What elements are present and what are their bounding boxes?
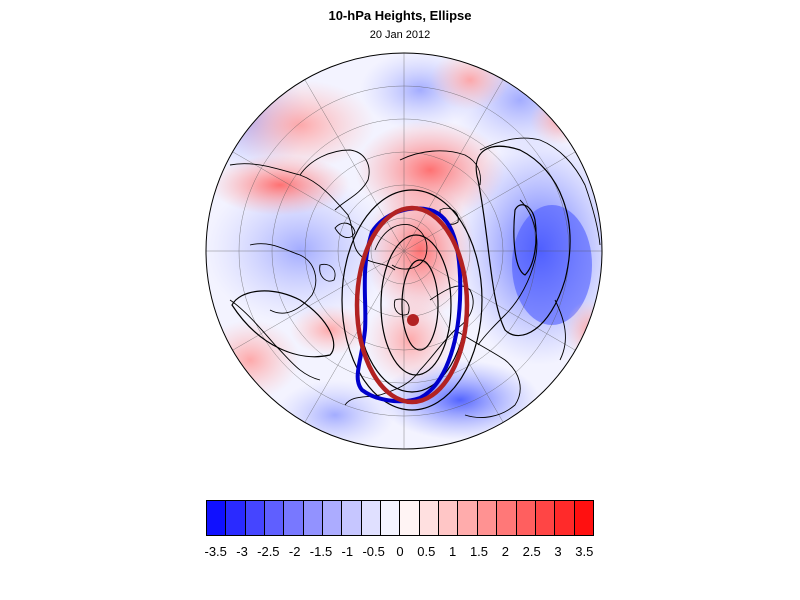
vortex-centroid	[407, 314, 419, 326]
colorbar-swatch	[342, 501, 362, 535]
colorbar-swatch	[439, 501, 459, 535]
colorbar-swatch	[419, 501, 440, 535]
colorbar-labels: -3.5 -3 -2.5 -2 -1.5 -1 -0.5 0 0.5 1 1.5 2 2.5 3 3.5	[0, 544, 800, 564]
colorbar-tick-label: -3.5	[204, 544, 227, 559]
colorbar-swatch	[497, 501, 517, 535]
colorbar-swatch	[226, 501, 246, 535]
colorbar-swatch	[207, 501, 227, 535]
colorbar-tick-label: -0.5	[362, 544, 385, 559]
colorbar-tick-label: 1	[449, 544, 457, 559]
height-contours	[231, 145, 571, 411]
colorbar-swatch	[284, 501, 304, 535]
colorbar-tick-label: 1.5	[469, 544, 489, 559]
colorbar-tick-label: -1	[341, 544, 354, 559]
anomaly-field	[206, 53, 602, 449]
colorbar-tick-label: -2.5	[257, 544, 280, 559]
colorbar-swatch	[303, 501, 324, 535]
figure-date: 20 Jan 2012	[369, 29, 431, 41]
colorbar-tick-label: 0	[396, 544, 404, 559]
colorbar-tick-label: -2	[288, 544, 301, 559]
globe-outline	[205, 52, 603, 450]
colorbar-swatch	[516, 501, 536, 535]
colorbar-tick-label: 3.5	[575, 544, 594, 559]
colorbar-tick-label: 2	[501, 544, 509, 559]
colorbar-tick-label: -1.5	[309, 544, 333, 559]
colorbar-swatch	[555, 501, 575, 535]
graticule	[206, 53, 602, 449]
colorbar-swatch	[574, 501, 593, 535]
vortex-edge-contour	[355, 206, 463, 404]
colorbar-tick-label: 3	[554, 544, 562, 559]
colorbar-swatch	[477, 501, 498, 535]
colorbar-swatch	[361, 501, 382, 535]
colorbar-tick-label: 2.5	[522, 544, 541, 559]
colorbar-swatch	[245, 501, 266, 535]
colorbar-swatch	[323, 501, 343, 535]
fitted-ellipse	[354, 205, 470, 405]
colorbar-swatch	[265, 501, 285, 535]
colorbar	[206, 500, 594, 536]
coastlines	[229, 137, 601, 418]
colorbar-swatch	[381, 501, 401, 535]
figure-title: 10-hPa Heights, Ellipse	[328, 8, 472, 23]
colorbar-swatch	[458, 501, 478, 535]
colorbar-swatch	[400, 501, 420, 535]
colorbar-tick-label: 0.5	[417, 544, 436, 559]
colorbar-tick-label: -3	[236, 544, 248, 559]
colorbar-swatch	[535, 501, 556, 535]
